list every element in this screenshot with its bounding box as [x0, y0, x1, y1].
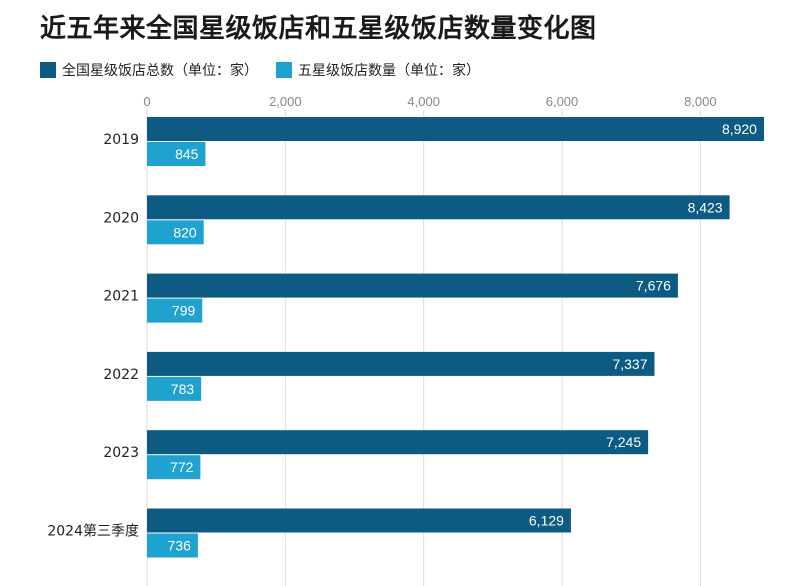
- bar-five-star: [147, 142, 206, 166]
- bar-total: [147, 508, 571, 533]
- value-label-five-star: 845: [175, 146, 199, 162]
- bar-five-star: [147, 220, 204, 245]
- bar-five-star: [147, 376, 202, 401]
- legend-item-five-star: 五星级饭店数量（单位：家）: [276, 60, 480, 80]
- bar-total: [147, 195, 730, 220]
- category-label: 2021: [103, 289, 139, 305]
- chart-title: 近五年来全国星级饭店和五星级饭店数量变化图: [40, 14, 597, 44]
- value-label-five-star: 772: [170, 459, 194, 475]
- x-tick-label: 2,000: [269, 94, 302, 109]
- bar-five-star: [147, 533, 198, 558]
- legend: 全国星级饭店总数（单位：家） 五星级饭店数量（单位：家）: [40, 60, 498, 80]
- category-label: 2020: [103, 210, 139, 226]
- bar-total: [147, 430, 649, 455]
- value-label-total: 7,676: [636, 278, 671, 294]
- legend-item-total: 全国星级饭店总数（单位：家）: [40, 60, 258, 80]
- category-label: 2019: [103, 132, 139, 148]
- category-label: 2024第三季度: [47, 523, 139, 540]
- value-label-total: 6,129: [529, 513, 564, 529]
- category-label: 2022: [103, 367, 139, 383]
- x-tick-label: 4,000: [407, 94, 440, 109]
- value-label-total: 7,337: [612, 356, 647, 372]
- value-label-five-star: 799: [172, 303, 196, 319]
- value-label-five-star: 820: [173, 224, 197, 240]
- bar-total: [147, 351, 655, 376]
- x-tick-label: 0: [143, 94, 150, 109]
- value-label-five-star: 736: [168, 538, 192, 554]
- bar-five-star: [147, 298, 203, 323]
- category-label: 2023: [103, 445, 139, 461]
- value-label-total: 8,920: [722, 121, 757, 137]
- legend-label-five-star: 五星级饭店数量（单位：家）: [298, 63, 480, 79]
- bar-total: [147, 273, 678, 298]
- bar-total: [147, 117, 764, 141]
- x-tick-label: 6,000: [546, 94, 579, 109]
- legend-swatch-five-star: [276, 62, 292, 78]
- value-label-total: 7,245: [606, 434, 641, 450]
- value-label-five-star: 783: [171, 381, 195, 397]
- value-label-total: 8,423: [688, 199, 723, 215]
- x-tick-label: 8,000: [684, 94, 717, 109]
- legend-swatch-total: [40, 62, 56, 78]
- bar-five-star: [147, 455, 201, 480]
- legend-label-total: 全国星级饭店总数（单位：家）: [62, 63, 258, 79]
